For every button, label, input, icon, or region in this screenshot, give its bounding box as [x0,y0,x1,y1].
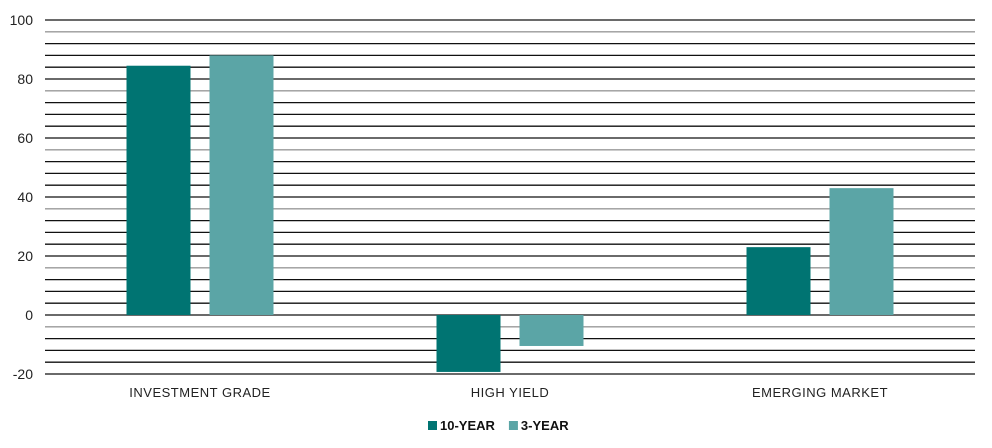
bar-10-year-1 [436,315,501,372]
y-tick-label: 0 [25,307,33,323]
y-tick-label: -20 [13,366,33,382]
bar-10-year-0 [126,65,191,315]
bar-10-year-2 [746,247,811,315]
y-tick-label: 40 [17,189,33,205]
y-tick-label: 60 [17,130,33,146]
x-tick-label: INVESTMENT GRADE [129,385,270,400]
legend-label: 3-YEAR [521,418,569,433]
legend-swatch [428,421,437,430]
x-tick-label: EMERGING MARKET [752,385,888,400]
x-tick-label: HIGH YIELD [471,385,549,400]
legend-label: 10-YEAR [440,418,496,433]
legend-swatch [508,421,518,430]
y-tick-label: 100 [10,12,34,28]
bar-3-year-1 [519,315,584,346]
bar-3-year-2 [829,188,894,315]
y-tick-label: 80 [17,71,33,87]
bar-3-year-0 [209,55,274,316]
y-tick-label: 20 [17,248,33,264]
